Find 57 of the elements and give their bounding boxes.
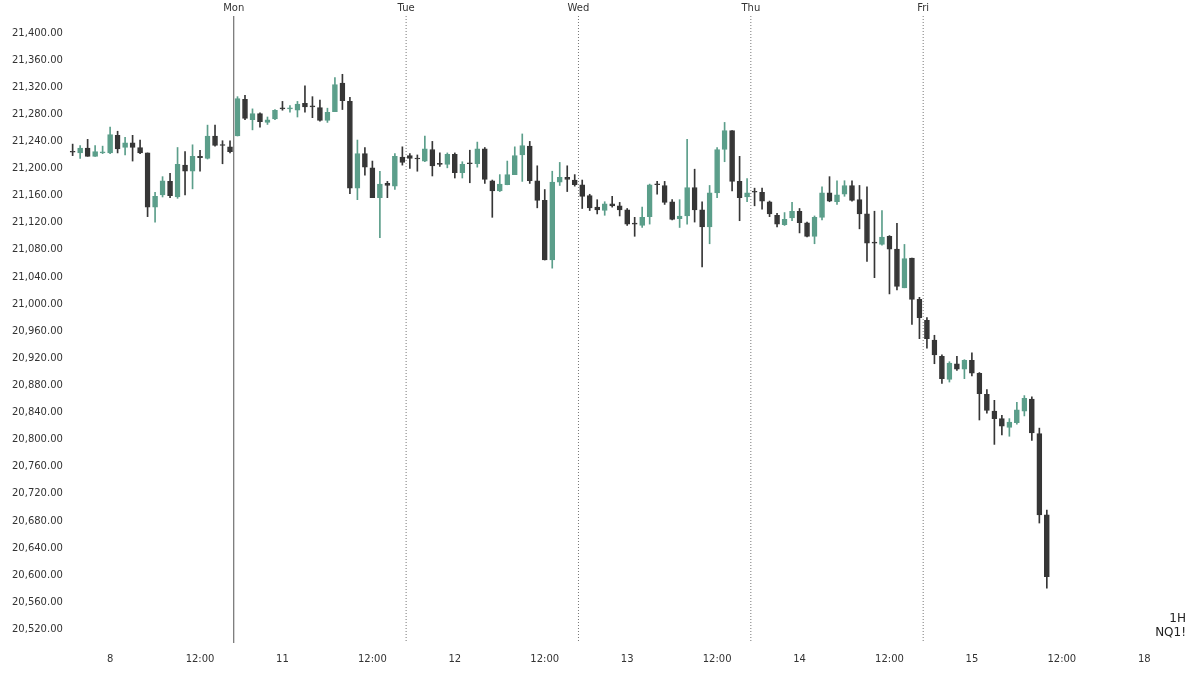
candlestick xyxy=(556,162,563,186)
y-tick-label: 21,240.00 xyxy=(11,134,63,146)
y-tick-label: 20,920.00 xyxy=(11,351,63,363)
x-tick-label: 15 xyxy=(965,652,979,664)
candlestick xyxy=(377,170,383,238)
x-tick-label: 12:00 xyxy=(875,652,904,664)
x-tick-label: 12 xyxy=(448,652,462,664)
y-tick-label: 20,880.00 xyxy=(11,379,63,391)
x-tick-label: 12:00 xyxy=(185,652,215,664)
y-tick-label: 21,360.00 xyxy=(11,53,63,65)
y-tick-label: 21,160.00 xyxy=(11,189,63,201)
text: Fri xyxy=(917,1,930,13)
text: Mon xyxy=(223,1,245,13)
text: Wed xyxy=(567,1,590,13)
candlestick xyxy=(287,105,293,113)
x-tick-label: 8 xyxy=(106,652,114,664)
x-tick-label: 12:00 xyxy=(530,652,560,664)
y-tick-label: 20,640.00 xyxy=(11,541,63,553)
y-tick-label: 20,720.00 xyxy=(11,487,63,499)
text: 1H xyxy=(1169,611,1186,626)
candlestick xyxy=(466,149,473,184)
y-tick-label: 20,600.00 xyxy=(11,568,63,580)
y-tick-label: 21,080.00 xyxy=(11,243,63,255)
candlestick xyxy=(302,85,308,113)
y-tick-label: 21,000.00 xyxy=(11,297,63,309)
x-tick-label: 11 xyxy=(276,652,289,664)
y-tick-label: 20,560.00 xyxy=(11,595,63,607)
candlestick xyxy=(879,210,885,246)
y-tick-label: 21,040.00 xyxy=(11,270,63,282)
text: Thu xyxy=(740,1,761,13)
text: NQ1! xyxy=(1155,625,1186,640)
x-tick-label: 12:00 xyxy=(357,652,387,664)
candlestick xyxy=(519,133,526,182)
x-tick-label: 12:00 xyxy=(1047,652,1077,664)
candlestick xyxy=(699,201,705,268)
x-tick-label: 12:00 xyxy=(702,652,732,664)
y-tick-label: 20,520.00 xyxy=(11,623,63,635)
candlestick xyxy=(834,180,840,205)
x-tick-label: 13 xyxy=(620,652,634,664)
candlestick xyxy=(182,151,188,196)
y-tick-label: 21,400.00 xyxy=(11,26,63,38)
x-tick-label: 18 xyxy=(1137,652,1151,664)
y-tick-label: 20,760.00 xyxy=(11,460,63,472)
y-tick-label: 20,840.00 xyxy=(11,406,63,418)
candlestick xyxy=(654,181,660,195)
y-tick-label: 21,200.00 xyxy=(11,162,63,174)
y-tick-label: 20,680.00 xyxy=(11,514,63,526)
y-tick-label: 21,120.00 xyxy=(11,216,63,228)
x-tick-label: 14 xyxy=(793,652,806,664)
y-tick-label: 21,320.00 xyxy=(11,80,63,92)
y-tick-label: 20,800.00 xyxy=(11,433,63,445)
candlestick xyxy=(564,165,571,192)
text: Tue xyxy=(396,1,415,13)
candlestick xyxy=(631,216,638,237)
y-tick-label: 21,280.00 xyxy=(11,107,63,119)
y-tick-label: 20,960.00 xyxy=(11,324,63,336)
candlestick xyxy=(407,153,413,169)
